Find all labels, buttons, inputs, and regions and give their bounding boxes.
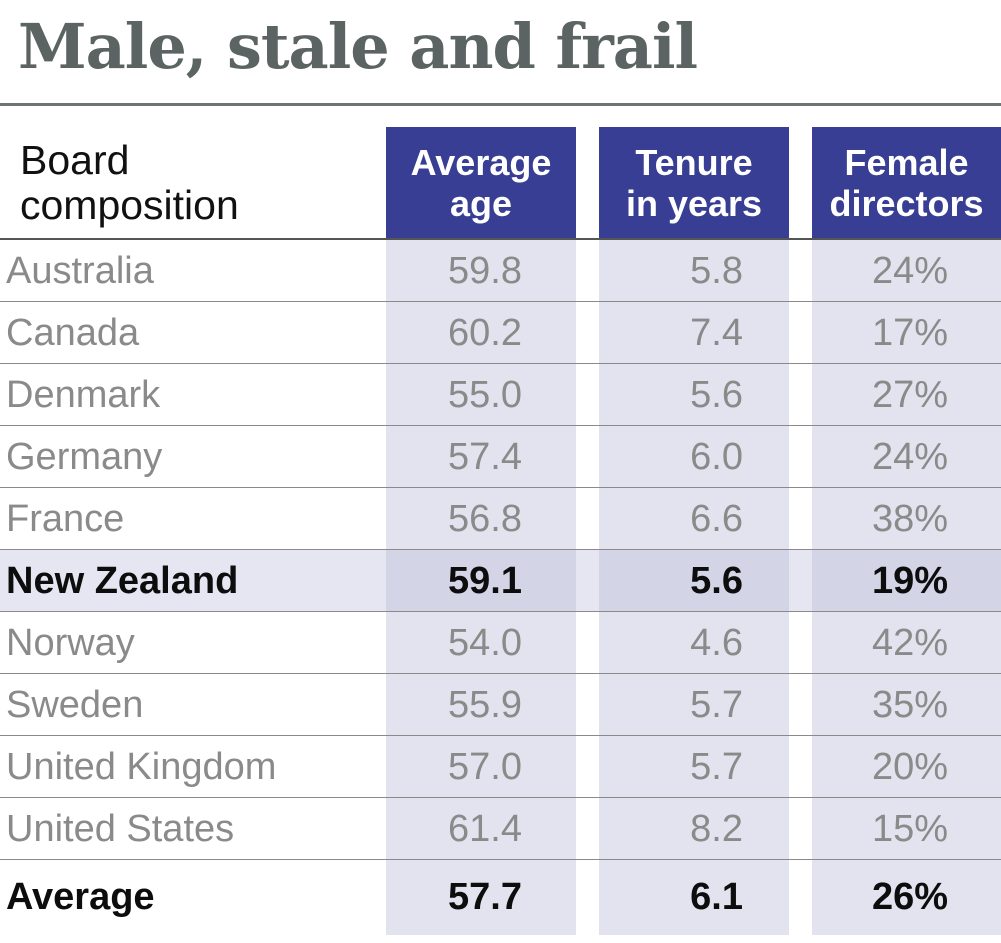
average-age-value: 59.8	[448, 250, 522, 292]
tenure-value: 7.4	[690, 312, 743, 354]
table-row: Australia 59.8 5.8 24%	[0, 240, 1001, 302]
row-divider	[0, 486, 1001, 488]
tenure-value: 8.2	[690, 808, 743, 850]
female-directors-value: 17%	[871, 312, 948, 354]
table-row: Denmark 55.0 5.6 27%	[0, 364, 1001, 426]
country-label: France	[6, 498, 125, 540]
table-row: Germany 57.4 6.0 24%	[0, 426, 1001, 488]
average-age-value: 55.9	[448, 684, 522, 726]
average-age-value: 57.4	[448, 436, 522, 478]
country-label: United States	[6, 808, 235, 850]
female-directors-value: 35%	[871, 684, 948, 726]
table-row: New Zealand 59.1 5.6 19%	[0, 550, 1001, 612]
tenure-value: 5.6	[690, 560, 743, 602]
country-label: Germany	[6, 436, 163, 478]
table-row: France 56.8 6.6 38%	[0, 488, 1001, 550]
female-directors-value: 20%	[871, 746, 948, 788]
table-row: Canada 60.2 7.4 17%	[0, 302, 1001, 364]
female-directors-value: 38%	[871, 498, 948, 540]
average-age-value: 57.7	[448, 876, 522, 918]
country-label: Average	[6, 876, 155, 918]
country-label: Canada	[6, 312, 140, 354]
table-row: United States 61.4 8.2 15%	[0, 798, 1001, 860]
average-age-value: 57.0	[448, 746, 522, 788]
tenure-value: 5.7	[690, 684, 743, 726]
column-header-female-directors: Female directors	[812, 127, 1001, 238]
row-header-label: Board composition	[20, 136, 239, 228]
tenure-value: 5.7	[690, 746, 743, 788]
column-header-average-age: Average age	[386, 127, 576, 238]
tenure-value: 5.6	[690, 374, 743, 416]
column-header-tenure: Tenure in years	[599, 127, 789, 238]
country-label: Australia	[6, 250, 154, 292]
row-divider	[0, 548, 1001, 550]
average-age-column-band	[386, 238, 576, 935]
row-highlight	[0, 550, 1001, 612]
row-divider	[0, 424, 1001, 426]
header-divider	[0, 238, 1001, 240]
tenure-column-band	[599, 238, 789, 935]
average-age-value: 59.1	[448, 560, 522, 602]
tenure-value: 6.0	[690, 436, 743, 478]
row-divider	[0, 858, 1001, 860]
female-directors-value: 15%	[871, 808, 948, 850]
country-label: Denmark	[6, 374, 161, 416]
row-divider	[0, 734, 1001, 736]
average-age-value: 54.0	[448, 622, 522, 664]
female-directors-column-band	[812, 238, 1001, 935]
average-age-value: 60.2	[448, 312, 522, 354]
row-divider	[0, 796, 1001, 798]
female-directors-value: 19%	[871, 560, 948, 602]
country-label: Sweden	[6, 684, 144, 726]
title-divider	[0, 103, 1001, 106]
row-divider	[0, 362, 1001, 364]
average-age-value: 61.4	[448, 808, 522, 850]
female-directors-value: 24%	[871, 250, 948, 292]
chart-title: Male, stale and frail	[18, 10, 698, 83]
country-label: Norway	[6, 622, 135, 664]
tenure-value: 6.1	[690, 876, 743, 918]
country-label: United Kingdom	[6, 746, 277, 788]
row-divider	[0, 672, 1001, 674]
average-age-value: 55.0	[448, 374, 522, 416]
tenure-value: 4.6	[690, 622, 743, 664]
female-directors-value: 24%	[871, 436, 948, 478]
average-row: Average 57.7 6.1 26%	[0, 866, 1001, 928]
table-row: Sweden 55.9 5.7 35%	[0, 674, 1001, 736]
female-directors-value: 27%	[871, 374, 948, 416]
female-directors-value: 26%	[871, 876, 948, 918]
tenure-value: 6.6	[690, 498, 743, 540]
table-row: Norway 54.0 4.6 42%	[0, 612, 1001, 674]
row-divider	[0, 300, 1001, 302]
female-directors-value: 42%	[871, 622, 948, 664]
table-row: United Kingdom 57.0 5.7 20%	[0, 736, 1001, 798]
row-divider	[0, 610, 1001, 612]
average-age-value: 56.8	[448, 498, 522, 540]
tenure-value: 5.8	[690, 250, 743, 292]
country-label: New Zealand	[6, 560, 239, 602]
